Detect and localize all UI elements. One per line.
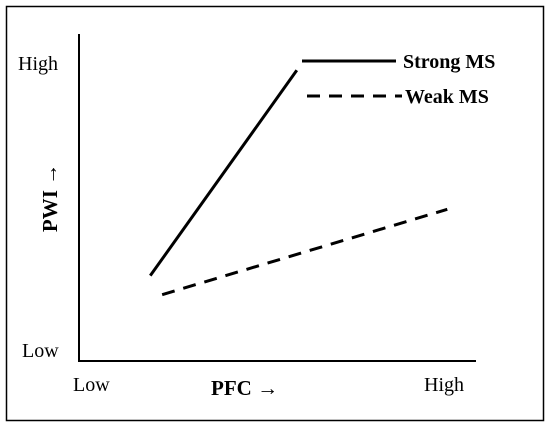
x-axis-label: PFC → [211,376,278,400]
x-tick-low: Low [73,374,110,396]
y-tick-low: Low [22,340,59,362]
series-layer [149,69,448,297]
x-tick-high: High [424,374,464,396]
legend-label-strong-ms: Strong MS [403,51,495,73]
figure-border [5,5,545,422]
series-line-weak-ms [161,207,448,297]
series-line-strong-ms [149,69,299,277]
legend-label-weak-ms: Weak MS [405,86,489,108]
y-tick-high: High [18,53,58,75]
legend: Strong MS Weak MS [302,51,495,108]
y-axis-label: PWI → [38,164,62,232]
